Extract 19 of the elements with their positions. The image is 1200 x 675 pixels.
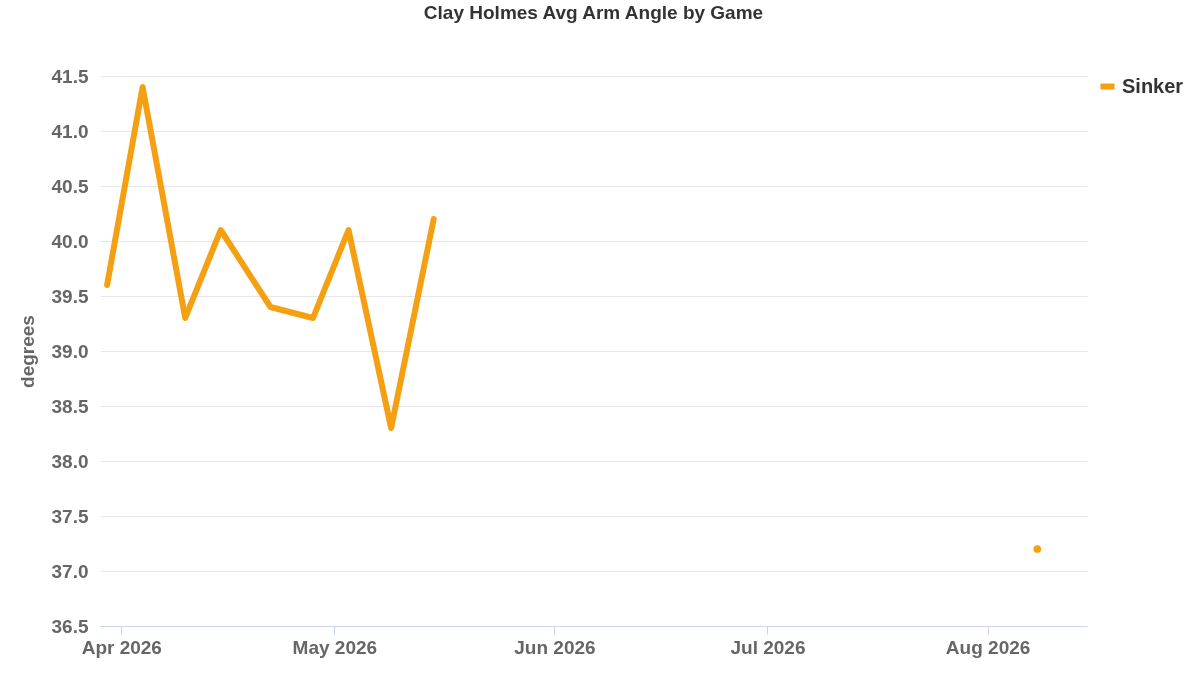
- y-tick-label: 36.5: [51, 615, 89, 637]
- y-tick-label: 40.0: [51, 230, 89, 252]
- y-axis-title: degrees: [16, 315, 38, 388]
- y-tick-label: 37.0: [51, 560, 89, 582]
- y-tick-label: 39.5: [51, 285, 89, 307]
- y-tick-label: 37.5: [51, 505, 89, 527]
- x-tick-label: May 2026: [292, 636, 378, 658]
- y-tick-label: 40.5: [51, 175, 89, 197]
- chart-title: Clay Holmes Avg Arm Angle by Game: [423, 2, 764, 23]
- y-tick-label: 38.0: [51, 450, 89, 472]
- x-tick-label: Aug 2026: [945, 636, 1031, 658]
- y-tick-label: 38.5: [51, 395, 89, 417]
- x-tick-label: Apr 2026: [81, 636, 162, 658]
- y-tick-label: 41.5: [51, 65, 89, 87]
- y-tick-label: 39.0: [51, 340, 89, 362]
- y-tick-label: 41.0: [51, 120, 89, 142]
- legend-label: Sinker: [1122, 74, 1184, 97]
- x-tick-label: Jun 2026: [514, 636, 596, 658]
- x-tick-label: Jul 2026: [730, 636, 806, 658]
